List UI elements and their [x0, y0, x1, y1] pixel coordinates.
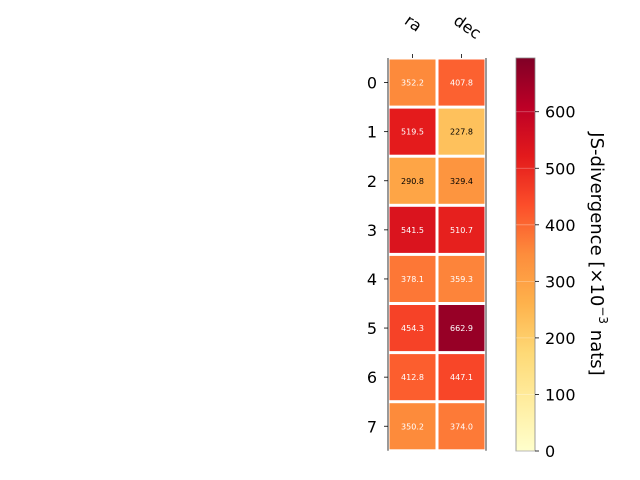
row-tick-label: 4 — [367, 270, 377, 289]
cell-value-label: 378.1 — [401, 275, 424, 284]
cell-value-label: 374.0 — [450, 422, 473, 431]
cell-value-label: 329.4 — [450, 177, 473, 186]
column-tick-label: dec — [450, 11, 484, 43]
heatmap-cell — [389, 59, 436, 106]
cell-value-label: 541.5 — [401, 226, 424, 235]
colorbar-tick-label: 600 — [545, 103, 576, 122]
colorbar-gradient — [515, 57, 536, 452]
colorbar-tick-label: 400 — [545, 216, 576, 235]
heatmap-cell — [389, 255, 436, 302]
heatmap-cell — [438, 305, 485, 352]
cell-value-label: 662.9 — [450, 324, 473, 333]
cell-value-label: 227.8 — [450, 128, 473, 137]
colorbar-tick-label: 0 — [545, 442, 555, 461]
cell-value-label: 352.2 — [401, 79, 424, 88]
row-tick-label: 0 — [367, 74, 377, 93]
colorbar-ticks: 0 100 200 300 400 500 600 — [516, 103, 576, 461]
heatmap-cell — [438, 255, 485, 302]
row-tick-label: 2 — [367, 172, 377, 191]
colorbar-tick-label: 300 — [545, 272, 576, 291]
cell-value-label: 510.7 — [450, 226, 473, 235]
cell-value-label: 359.3 — [450, 275, 473, 284]
heatmap-cells: 352.2 407.8 519.5 227.8 290.8 329.4 541.5 510.7… — [387, 58, 487, 451]
colorbar-label: JS-divergence [×10−3 nats] — [586, 131, 610, 375]
row-tick-label: 6 — [367, 368, 377, 387]
colorbar-tick-label: 200 — [545, 329, 576, 348]
colorbar-label-unit: nats] — [586, 324, 607, 376]
heatmap-cell — [438, 206, 485, 253]
colorbar-tick-label: 100 — [545, 385, 576, 404]
cell-value-label: 407.8 — [450, 79, 473, 88]
heatmap-cell — [438, 108, 485, 155]
cell-value-label: 290.8 — [401, 177, 424, 186]
row-tick-label: 5 — [367, 319, 377, 338]
cell-value-label: 412.8 — [401, 373, 424, 382]
row-tick-label: 1 — [367, 123, 377, 142]
colorbar-label-exponent: −3 — [596, 306, 610, 324]
heatmap-cell — [389, 157, 436, 204]
heatmap-cell — [438, 354, 485, 401]
heatmap-cell — [389, 354, 436, 401]
colorbar-tick-label: 500 — [545, 159, 576, 178]
heatmap-cell — [438, 157, 485, 204]
heatmap-cell — [389, 108, 436, 155]
column-tick-label: ra — [401, 11, 425, 36]
cell-value-label: 350.2 — [401, 422, 424, 431]
column-tick-labels: ra dec — [401, 11, 485, 58]
row-tick-label: 7 — [367, 417, 377, 436]
cell-value-label: 454.3 — [401, 324, 424, 333]
heatmap-cell — [438, 59, 485, 106]
row-tick-labels: 0 1 2 3 4 5 6 7 — [367, 74, 388, 436]
row-tick-label: 3 — [367, 221, 377, 240]
heatmap-cell — [389, 403, 436, 450]
heatmap-cell — [438, 403, 485, 450]
cell-value-label: 519.5 — [401, 128, 424, 137]
heatmap-cell — [389, 206, 436, 253]
cell-value-label: 447.1 — [450, 373, 473, 382]
heatmap-cell — [389, 305, 436, 352]
colorbar: 0 100 200 300 400 500 600 JS-divergence [×10−3… — [515, 57, 610, 461]
